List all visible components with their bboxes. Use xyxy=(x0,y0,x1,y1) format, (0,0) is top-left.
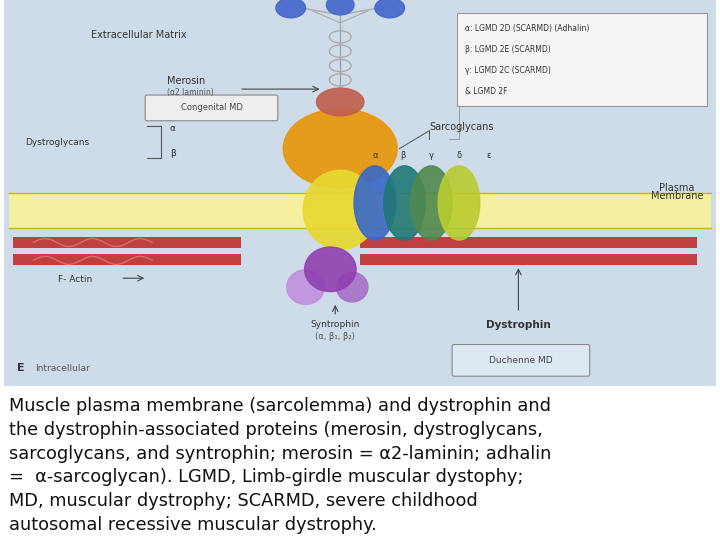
Text: Dystrophin: Dystrophin xyxy=(486,320,551,330)
Text: E: E xyxy=(17,363,25,373)
Bar xyxy=(14,254,241,265)
Text: (α2 laminin): (α2 laminin) xyxy=(167,87,214,97)
Text: Congenital MD: Congenital MD xyxy=(181,103,243,112)
Text: autosomal recessive muscular dystrophy.: autosomal recessive muscular dystrophy. xyxy=(9,516,377,534)
Text: Dystroglycans: Dystroglycans xyxy=(25,138,89,147)
Text: Sarcoglycans: Sarcoglycans xyxy=(429,122,494,132)
Text: β: LGMD 2E (SCARMD): β: LGMD 2E (SCARMD) xyxy=(465,45,551,54)
Ellipse shape xyxy=(375,0,405,18)
Text: =  α-sarcoglycan). LGMD, Limb-girdle muscular dystophy;: = α-sarcoglycan). LGMD, Limb-girdle musc… xyxy=(9,468,523,487)
FancyBboxPatch shape xyxy=(145,95,278,121)
Bar xyxy=(9,193,711,228)
Ellipse shape xyxy=(384,166,426,240)
Text: Merosin: Merosin xyxy=(167,76,205,86)
Text: F- Actin: F- Actin xyxy=(58,275,92,284)
Text: the dystrophin-associated proteins (merosin, dystroglycans,: the dystrophin-associated proteins (mero… xyxy=(9,421,542,438)
Ellipse shape xyxy=(287,270,324,305)
Text: Intracellular: Intracellular xyxy=(35,364,90,373)
Text: β: β xyxy=(170,149,176,158)
Text: Membrane: Membrane xyxy=(651,191,703,201)
Ellipse shape xyxy=(326,0,354,15)
Ellipse shape xyxy=(305,247,356,292)
Ellipse shape xyxy=(410,166,452,240)
Text: δ: δ xyxy=(456,151,462,160)
FancyBboxPatch shape xyxy=(452,345,590,376)
Text: Syntrophin: Syntrophin xyxy=(310,320,360,329)
Bar xyxy=(360,254,697,265)
Bar xyxy=(14,237,241,247)
Ellipse shape xyxy=(354,166,396,240)
Text: & LGMD 2F: & LGMD 2F xyxy=(465,86,508,96)
Text: Extracellular Matrix: Extracellular Matrix xyxy=(91,30,186,39)
Ellipse shape xyxy=(303,170,377,249)
Text: MD, muscular dystrophy; SCARMD, severe childhood: MD, muscular dystrophy; SCARMD, severe c… xyxy=(9,492,477,510)
Ellipse shape xyxy=(336,272,368,302)
Text: α: LGMD 2D (SCARMD) (Adhalin): α: LGMD 2D (SCARMD) (Adhalin) xyxy=(465,24,589,33)
Text: α: α xyxy=(372,151,377,160)
Text: β: β xyxy=(400,151,405,160)
Ellipse shape xyxy=(438,166,480,240)
Ellipse shape xyxy=(283,109,397,188)
Text: γ: LGMD 2C (SCARMD): γ: LGMD 2C (SCARMD) xyxy=(465,66,551,75)
Text: ε: ε xyxy=(487,151,491,160)
Text: Plasma: Plasma xyxy=(659,183,695,193)
Text: Duchenne MD: Duchenne MD xyxy=(489,356,552,365)
Text: α: α xyxy=(170,124,176,133)
Text: (α, β₁, β₂): (α, β₁, β₂) xyxy=(315,332,355,341)
FancyBboxPatch shape xyxy=(457,13,706,106)
Text: sarcoglycans, and syntrophin; merosin = α2-laminin; adhalin: sarcoglycans, and syntrophin; merosin = … xyxy=(9,444,551,463)
Bar xyxy=(360,237,697,247)
Text: γ: γ xyxy=(429,151,433,160)
Ellipse shape xyxy=(276,0,305,18)
Text: Muscle plasma membrane (sarcolemma) and dystrophin and: Muscle plasma membrane (sarcolemma) and … xyxy=(9,397,551,415)
Ellipse shape xyxy=(317,88,364,116)
